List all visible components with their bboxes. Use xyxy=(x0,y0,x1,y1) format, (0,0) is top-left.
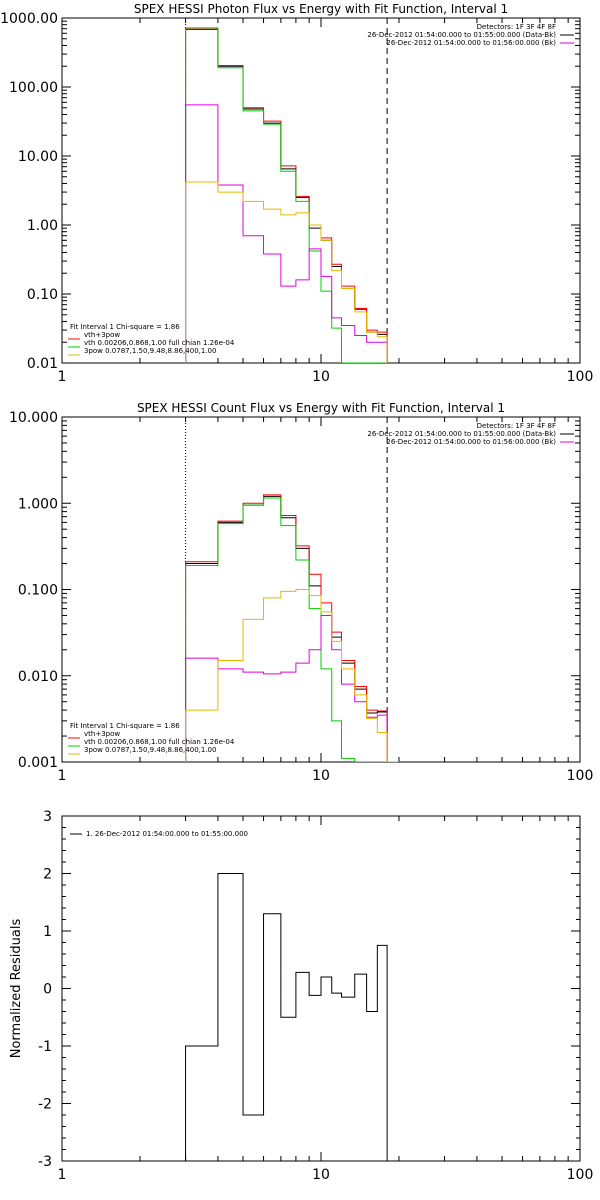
legend-entry: 1. 26-Dec-2012 01:54:00.000 to 01:55:00.… xyxy=(86,830,248,838)
series-line-0 xyxy=(185,873,388,1161)
series-line-4 xyxy=(185,589,399,762)
series-line-3 xyxy=(185,104,388,363)
y-tick-label: 0.010 xyxy=(18,669,58,685)
chart-title: SPEX HESSI Count Flux vs Energy with Fit… xyxy=(137,401,505,415)
x-tick-label: 100 xyxy=(567,768,594,784)
x-tick-label: 10 xyxy=(312,369,330,385)
legend-entry: 26-Dec-2012 01:54:00.000 to 01:56:00.000… xyxy=(386,39,556,47)
x-tick-label: 10 xyxy=(312,768,330,784)
legend-entry: 26-Dec-2012 01:54:00.000 to 01:55:00.000… xyxy=(367,430,556,438)
x-tick-label: 1 xyxy=(58,768,67,784)
y-axis-label: Normalized Residuals xyxy=(9,919,24,1059)
legend-entry: Fit Interval 1 Chi-square = 1.86 xyxy=(70,323,180,331)
y-tick-label: 2 xyxy=(43,867,52,883)
legend-entry: Fit Interval 1 Chi-square = 1.86 xyxy=(70,722,180,730)
legend-entry: vth+3pow xyxy=(84,331,120,339)
y-tick-label: -2 xyxy=(38,1097,52,1113)
y-tick-label: 1.000 xyxy=(18,496,58,512)
legend-entry: 3pow 0.0787,1.50,9.48,8.86,400,1.00 xyxy=(84,347,216,355)
series-group xyxy=(185,27,388,363)
y-tick-label: 1000.00 xyxy=(0,11,58,27)
series-line-1 xyxy=(185,28,388,363)
y-tick-label: 0.01 xyxy=(27,356,58,372)
y-tick-label: 10.000 xyxy=(9,410,58,426)
series-group xyxy=(185,873,388,1161)
x-tick-label: 100 xyxy=(567,1167,594,1183)
chart-title: SPEX HESSI Photon Flux vs Energy with Fi… xyxy=(134,2,508,16)
y-tick-label: 100.00 xyxy=(9,80,58,96)
series-line-2 xyxy=(185,27,388,363)
legend-entry: vth 0.00206,0.868,1.00 full chian 1.26e-… xyxy=(84,738,235,746)
series-line-3 xyxy=(185,614,399,762)
series-line-2 xyxy=(185,497,399,762)
legend-entry: 26-Dec-2012 01:54:00.000 to 01:56:00.000… xyxy=(386,438,556,446)
photon-flux-panel: SPEX HESSI Photon Flux vs Energy with Fi… xyxy=(0,2,593,385)
y-tick-label: 10.00 xyxy=(18,149,58,165)
series-line-0 xyxy=(185,29,388,363)
legend-entry: Detectors: 1F 3F 4F 8F xyxy=(477,23,556,31)
x-tick-label: 1 xyxy=(58,369,67,385)
y-tick-label: -3 xyxy=(38,1154,52,1170)
x-tick-label: 100 xyxy=(567,369,594,385)
x-tick-label: 10 xyxy=(312,1167,330,1183)
count-flux-panel: SPEX HESSI Count Flux vs Energy with Fit… xyxy=(9,401,593,784)
x-tick-label: 1 xyxy=(58,1167,67,1183)
y-tick-label: 0.001 xyxy=(18,755,58,771)
y-tick-label: 0.100 xyxy=(18,583,58,599)
y-tick-label: 1 xyxy=(43,924,52,940)
series-group xyxy=(185,494,399,762)
legend-entry: Detectors: 1F 3F 4F 8F xyxy=(477,422,556,430)
y-tick-label: 0.10 xyxy=(27,287,58,303)
y-tick-label: 1.00 xyxy=(27,218,58,234)
y-tick-label: 3 xyxy=(43,809,52,825)
series-line-4 xyxy=(185,181,388,363)
legend-entry: vth 0.00206,0.868,1.00 full chian 1.26e-… xyxy=(84,339,235,347)
y-tick-label: -1 xyxy=(38,1039,52,1055)
legend-entry: 26-Dec-2012 01:54:00.000 to 01:55:00.000… xyxy=(367,31,556,39)
plot-frame xyxy=(61,17,581,364)
legend-entry: vth+3pow xyxy=(84,730,120,738)
legend-entry: 3pow 0.0787,1.50,9.48,8.86,400,1.00 xyxy=(84,746,216,754)
y-tick-label: 0 xyxy=(43,982,52,998)
